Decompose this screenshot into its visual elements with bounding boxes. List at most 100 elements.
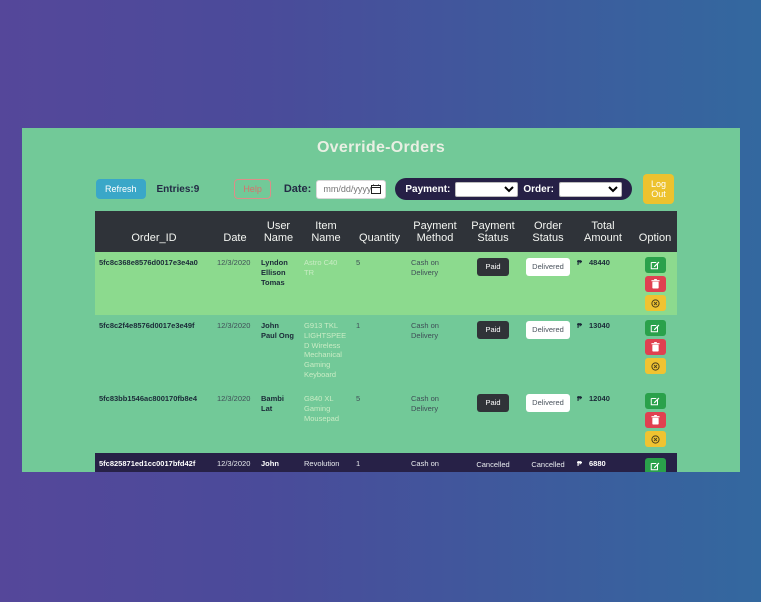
page-title: Override-Orders xyxy=(316,139,446,156)
payment-status-cell: Paid xyxy=(463,388,523,453)
payment-filter-select[interactable] xyxy=(455,181,519,197)
table-row: 5fc8c2f4e8576d0017e3e49f 12/3/2020 John Pa… xyxy=(95,315,677,388)
calendar-icon[interactable] xyxy=(371,184,382,194)
item-name-cell: Astro C40 TR xyxy=(304,258,338,277)
payment-method-cell: Cash on xyxy=(411,459,439,468)
column-header-order-id: Order_ID xyxy=(131,232,177,245)
column-header-payment-status: Payment Status xyxy=(471,219,515,245)
status-badge: Cancelled xyxy=(531,460,565,469)
delete-order-button[interactable] xyxy=(644,276,666,292)
circle-x-icon xyxy=(650,298,660,308)
column-header-quantity: Quantity xyxy=(359,232,400,245)
trash-icon xyxy=(650,415,660,425)
column-header-order-status: Order Status xyxy=(532,219,564,245)
edit-order-button[interactable] xyxy=(644,257,666,273)
user-name-cell: John Paul Ong xyxy=(261,321,294,340)
total-amount-cell: ₱ 13040 xyxy=(573,315,633,388)
logout-button[interactable]: Log Out xyxy=(642,174,674,204)
column-header-payment-method: Payment Method xyxy=(413,219,457,245)
circle-x-icon xyxy=(650,361,660,371)
total-amount-cell: ₱ 12040 xyxy=(573,388,633,453)
order-filter-select[interactable] xyxy=(558,181,622,197)
payment-status-cell: Paid xyxy=(463,315,523,388)
table-row: 5fc825871ed1cc0017bfd42f 12/3/2020 John Rev… xyxy=(95,453,677,472)
order-filter-label: Order: xyxy=(523,183,554,195)
edit-order-button[interactable] xyxy=(644,320,666,336)
refresh-button[interactable]: Refresh xyxy=(96,179,146,199)
cancel-order-button[interactable] xyxy=(644,431,666,447)
column-header-item-name: Item Name xyxy=(311,219,341,245)
total-amount-cell: ₱ 6880 xyxy=(573,453,633,472)
orders-panel: Override-Orders Refresh Entries:9 Help D… xyxy=(22,128,740,472)
payment-filter-label: Payment: xyxy=(405,183,451,195)
status-badge: Delivered xyxy=(526,258,570,276)
table-row: 5fc83bb1546ac800170fb8e4 12/3/2020 Bambi L… xyxy=(95,388,677,453)
user-name-cell: Lyndon Ellison Tomas xyxy=(261,258,288,287)
table-row: 5fc8c368e8576d0017e3e4a0 12/3/2020 Lyndon … xyxy=(95,252,677,315)
edit-order-button[interactable] xyxy=(644,393,666,409)
date-cell: 12/3/2020 xyxy=(217,321,251,330)
delete-order-button[interactable] xyxy=(644,412,666,428)
trash-icon xyxy=(650,279,660,289)
order-status-cell: Delivered xyxy=(523,252,573,315)
cancel-order-button[interactable] xyxy=(644,358,666,374)
column-header-total-amount: Total Amount xyxy=(584,219,622,245)
date-input[interactable]: mm/dd/yyyy xyxy=(316,179,387,199)
status-badge: Paid xyxy=(477,258,509,276)
peso-sign: ₱ xyxy=(577,394,583,403)
status-badge: Cancelled xyxy=(476,460,510,469)
order-id-cell: 5fc8c368e8576d0017e3e4a0 xyxy=(99,258,198,267)
delete-order-button[interactable] xyxy=(644,339,666,355)
amount-value: 48440 xyxy=(589,258,610,267)
edit-order-button[interactable] xyxy=(644,458,666,472)
order-id-cell: 5fc825871ed1cc0017bfd42f xyxy=(99,459,196,468)
quantity-cell: 5 xyxy=(356,258,361,267)
trash-icon xyxy=(650,342,660,352)
pencil-square-icon xyxy=(650,260,660,270)
user-name-cell: John xyxy=(261,459,279,468)
order-id-cell: 5fc83bb1546ac800170fb8e4 xyxy=(99,394,197,403)
pencil-square-icon xyxy=(650,323,660,333)
table-header: Order_ID Date User Name Item Name Quantity Pa… xyxy=(95,211,677,252)
status-badge: Delivered xyxy=(526,394,570,412)
item-name-cell: G913 TKL LIGHTSPEED Wireless Mechanical … xyxy=(304,321,347,379)
payment-status-cell: Cancelled xyxy=(463,453,523,472)
amount-value: 6880 xyxy=(589,459,606,468)
options-cell xyxy=(633,252,677,315)
options-cell xyxy=(633,388,677,453)
user-name-cell: Bambi Lat xyxy=(261,394,284,413)
quantity-cell: 5 xyxy=(356,394,361,403)
entries-count: Entries:9 xyxy=(156,183,200,195)
column-header-option: Option xyxy=(638,232,672,245)
amount-value: 13040 xyxy=(589,321,610,330)
item-name-cell: Revolution xyxy=(304,459,340,468)
orders-table: Order_ID Date User Name Item Name Quantity Pa… xyxy=(95,211,677,472)
pencil-square-icon xyxy=(650,396,660,406)
circle-x-icon xyxy=(650,434,660,444)
payment-method-cell: Cash on Delivery xyxy=(411,394,439,413)
status-badge: Delivered xyxy=(526,321,570,339)
status-badge: Paid xyxy=(477,394,509,412)
options-cell xyxy=(633,315,677,388)
payment-method-cell: Cash on Delivery xyxy=(411,258,439,277)
help-button[interactable]: Help xyxy=(234,179,271,199)
amount-value: 12040 xyxy=(589,394,610,403)
filters-pill: Payment: Order: xyxy=(395,178,632,200)
pencil-square-icon xyxy=(650,461,660,471)
item-name-cell: G840 XL Gaming Mousepad xyxy=(304,394,340,423)
column-header-user-name: User Name xyxy=(263,219,294,245)
total-amount-cell: ₱ 48440 xyxy=(573,252,633,315)
quantity-cell: 1 xyxy=(356,321,361,330)
toolbar: Refresh Entries:9 Help Date: mm/dd/yyyy … xyxy=(96,174,674,204)
column-header-date: Date xyxy=(223,232,247,245)
date-cell: 12/3/2020 xyxy=(217,459,251,468)
order-status-cell: Cancelled xyxy=(523,453,573,472)
payment-status-cell: Paid xyxy=(463,252,523,315)
payment-method-cell: Cash on Delivery xyxy=(411,321,439,340)
order-id-cell: 5fc8c2f4e8576d0017e3e49f xyxy=(99,321,195,330)
peso-sign: ₱ xyxy=(577,321,583,330)
quantity-cell: 1 xyxy=(356,459,361,468)
cancel-order-button[interactable] xyxy=(644,295,666,311)
peso-sign: ₱ xyxy=(577,459,583,468)
order-status-cell: Delivered xyxy=(523,388,573,453)
